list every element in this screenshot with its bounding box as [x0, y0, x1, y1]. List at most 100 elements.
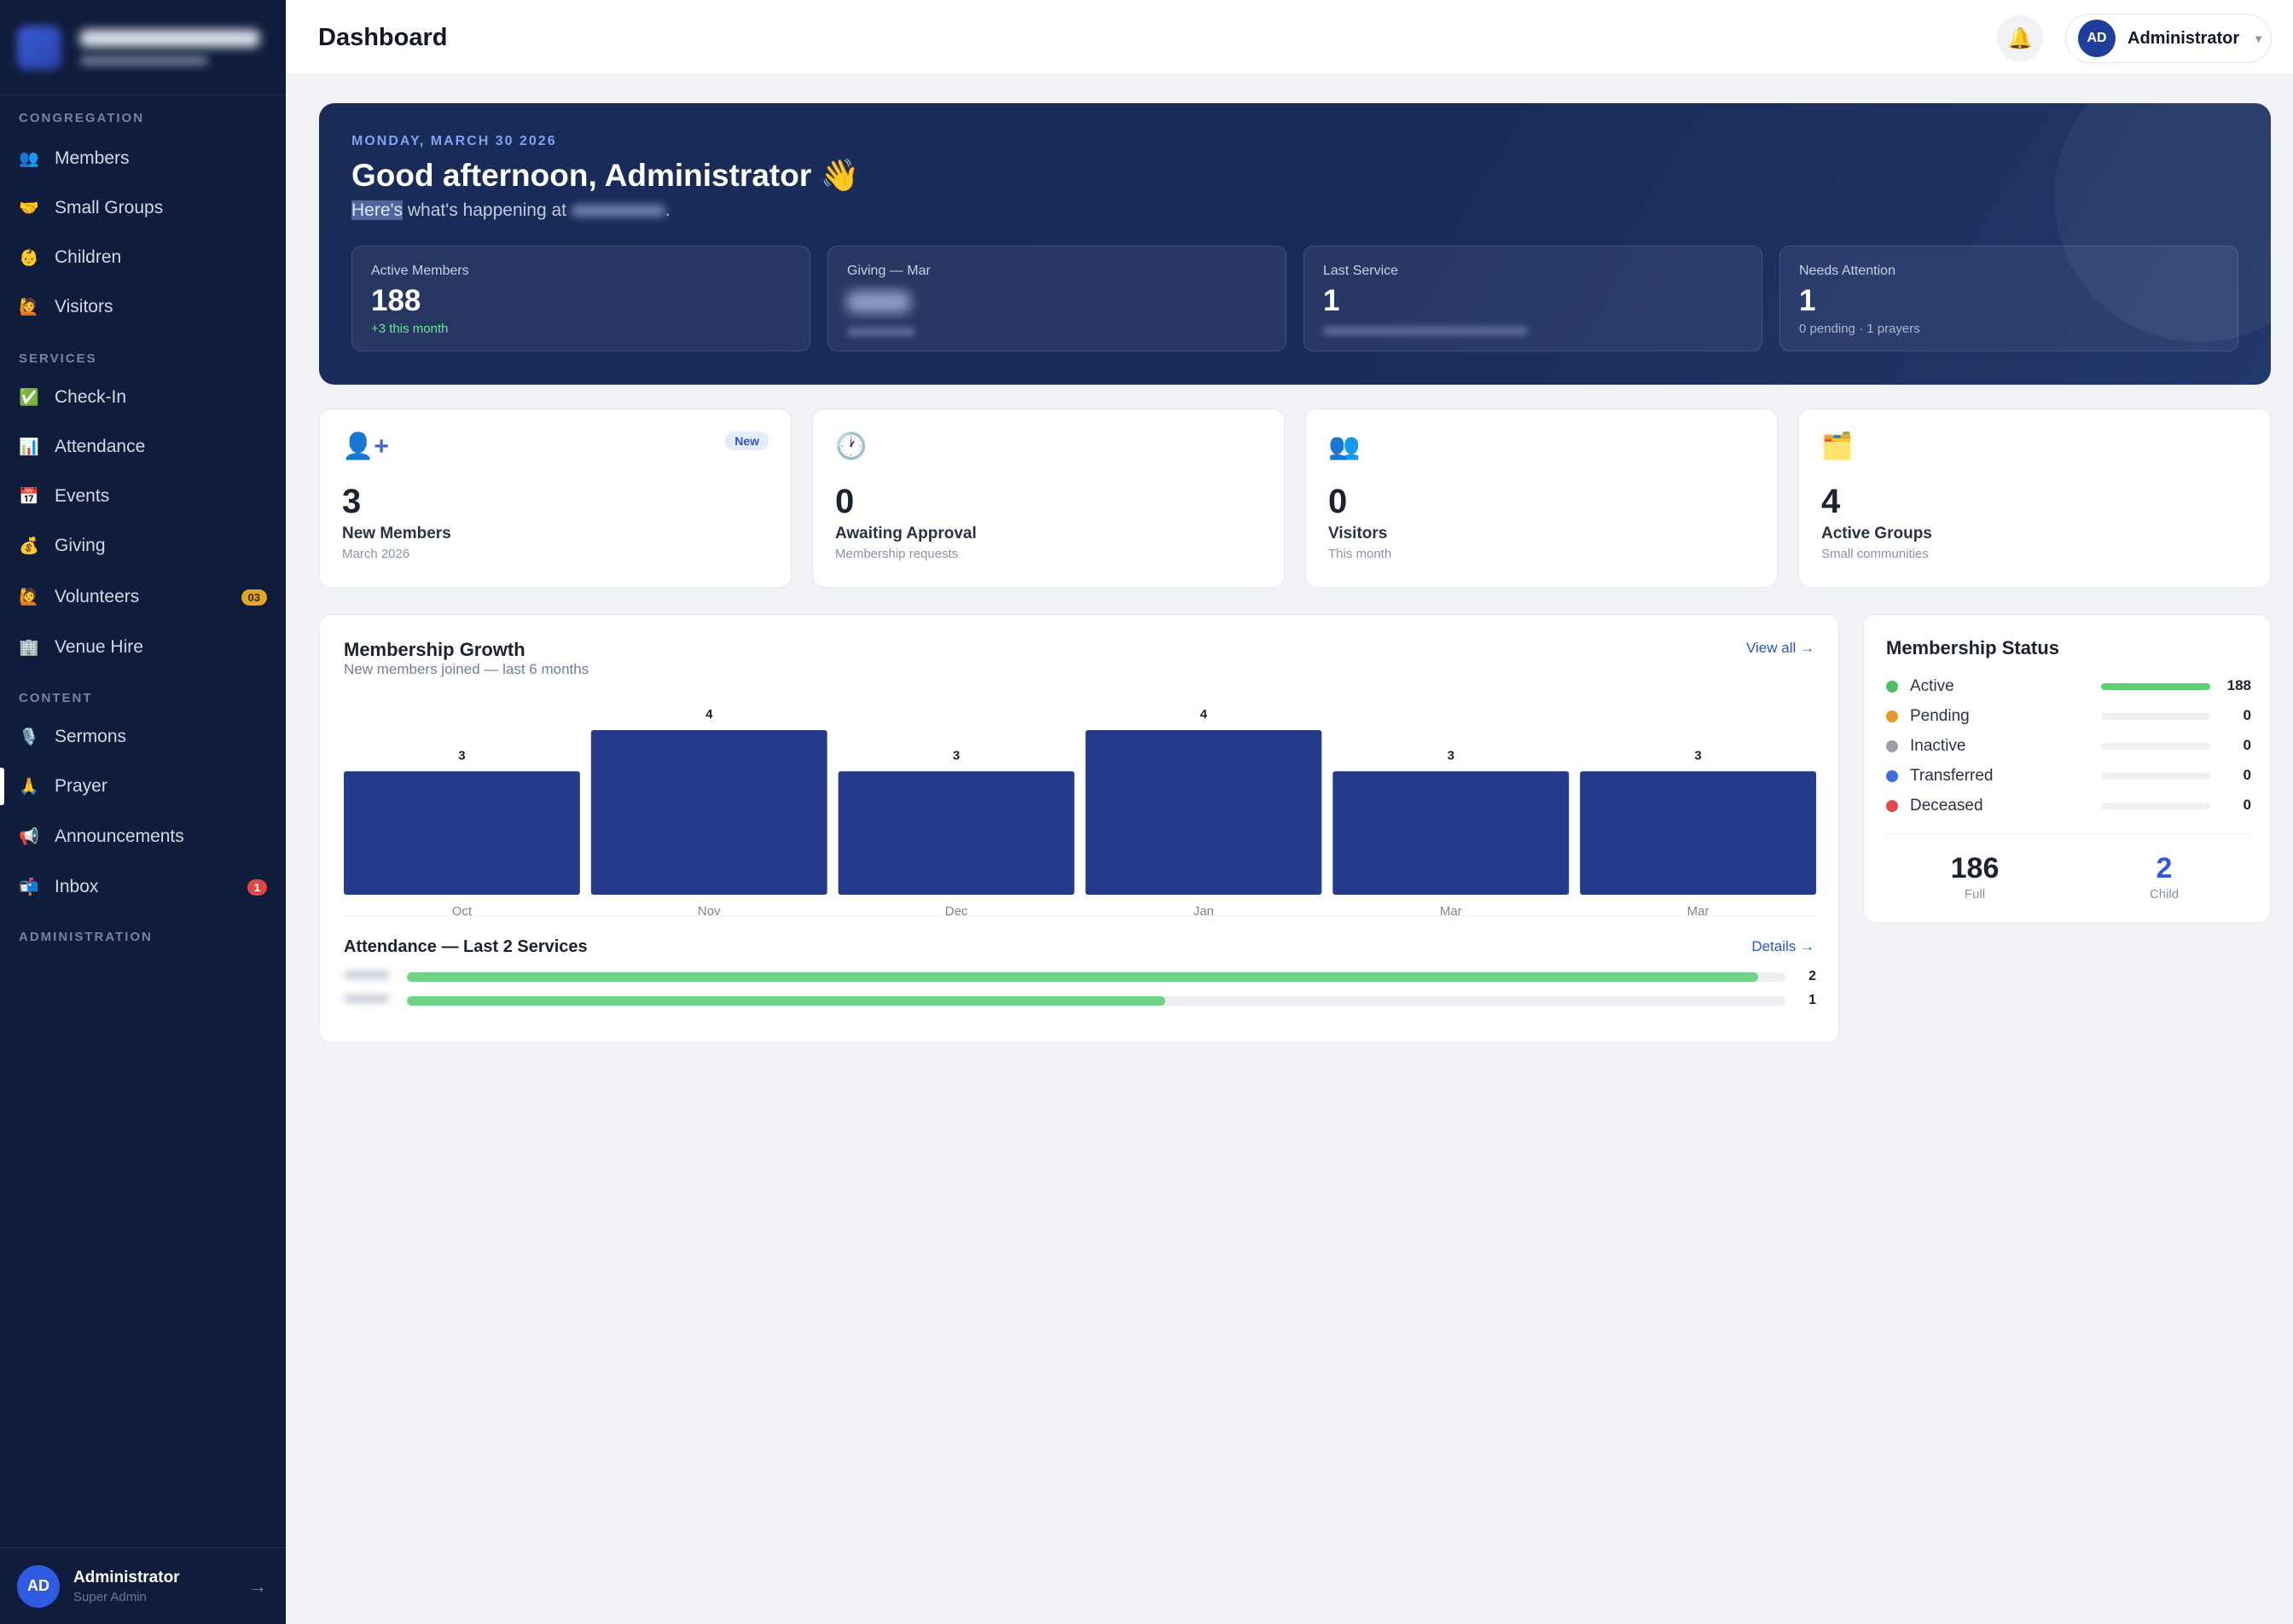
children-icon: 👶 — [19, 249, 39, 267]
sidebar-item-label: Members — [55, 148, 130, 168]
giving-foot-blurred — [847, 328, 915, 336]
status-row-pending: Pending 0 — [1886, 705, 2251, 728]
chart-bar[interactable] — [838, 771, 1075, 895]
membership-growth-chart: 3 Oct 4 Nov 3 Dec 4 Jan 3 Mar 3 Mar — [344, 707, 1816, 919]
membership-status-panel: Membership Status Active 188 Pending 0 Inact… — [1863, 614, 2271, 923]
sidebar: CONGREGATION 👥 Members 🤝 Small Groups 👶 Childr… — [0, 0, 286, 1624]
kpi-active-groups[interactable]: 🗂️ 4 Active Groups Small communities — [1798, 409, 2271, 588]
avatar: AD — [2078, 20, 2116, 57]
chart-bar[interactable] — [590, 730, 827, 895]
sidebar-item-small-groups[interactable]: 🤝 Small Groups — [0, 184, 286, 232]
brand[interactable] — [0, 0, 286, 96]
sidebar-item-announcements[interactable]: 📢 Announcements — [0, 813, 286, 861]
stat-last-service[interactable]: Last Service 1 — [1303, 246, 1762, 351]
topbar: Dashboard 🔔 AD Administrator ▼ — [286, 0, 2293, 75]
divider — [1886, 833, 2251, 834]
sidebar-item-events[interactable]: 📅 Events — [0, 473, 286, 520]
status-dot — [1886, 681, 1898, 693]
attendance-row: 1 — [344, 993, 1816, 1010]
prayer-icon: 🙏 — [19, 778, 39, 796]
sidebar-item-label: Venue Hire — [55, 637, 143, 657]
notifications-button[interactable]: 🔔 — [1997, 15, 2043, 61]
kpi-new-members[interactable]: 👤+ New 3 New Members March 2026 — [319, 409, 792, 588]
attendance-icon: 📊 — [19, 438, 39, 456]
sidebar-item-label: Inbox — [55, 877, 99, 896]
page-title: Dashboard — [318, 24, 448, 51]
details-link[interactable]: Details → — [1751, 938, 1814, 954]
church-logo — [17, 25, 61, 70]
greeting: Good afternoon, Administrator 👋 — [351, 158, 860, 193]
logout-icon[interactable]: → — [248, 1575, 267, 1597]
chart-category-label: Jan — [1193, 904, 1214, 919]
service-date-blurred — [344, 995, 390, 1003]
people-icon: 👥 — [1328, 432, 1361, 461]
sidebar-item-label: Visitors — [55, 297, 113, 316]
attendance-title: Attendance — Last 2 Services — [344, 937, 588, 956]
chart-category-label: Mar — [1440, 904, 1462, 919]
status-label: Transferred — [1910, 767, 1994, 785]
panel-title: Membership Growth — [344, 639, 525, 660]
sidebar-item-giving[interactable]: 💰 Giving — [0, 522, 286, 570]
sidebar-item-label: Attendance — [55, 437, 146, 456]
stat-needs-attention[interactable]: Needs Attention 1 0 pending · 1 prayers — [1779, 246, 2238, 351]
chart-data-label: 3 — [953, 748, 960, 763]
status-dot — [1886, 740, 1898, 752]
status-dot — [1886, 710, 1898, 722]
summary-full: 186 Full — [1950, 852, 2000, 902]
giving-icon: 💰 — [19, 537, 39, 555]
status-label: Deceased — [1910, 797, 1983, 815]
nav-section-administration: ADMINISTRATION — [19, 930, 153, 944]
stat-giving[interactable]: Giving — Mar — [827, 246, 1286, 351]
add-user-icon: 👤+ — [342, 432, 389, 461]
venue-hire-icon: 🏢 — [19, 639, 39, 657]
chart-bar[interactable] — [1580, 771, 1816, 895]
sidebar-item-check-in[interactable]: ✅ Check-In — [0, 374, 286, 421]
status-row-deceased: Deceased 0 — [1886, 794, 2251, 818]
greeting-subtitle: Here's what's happening at . — [351, 200, 670, 220]
chart-category-label: Nov — [698, 904, 721, 919]
bell-icon: 🔔 — [2007, 26, 2033, 50]
user-menu[interactable]: AD Administrator ▼ — [2065, 14, 2272, 63]
sidebar-item-children[interactable]: 👶 Children — [0, 234, 286, 281]
chart-data-label: 3 — [1448, 748, 1454, 763]
sidebar-item-attendance[interactable]: 📊 Attendance — [0, 423, 286, 471]
sermons-icon: 🎙️ — [19, 728, 39, 746]
chevron-down-icon: ▼ — [2253, 32, 2264, 45]
folder-icon: 🗂️ — [1821, 432, 1854, 461]
sidebar-item-sermons[interactable]: 🎙️ Sermons — [0, 713, 286, 761]
kpi-visitors[interactable]: 👥 0 Visitors This month — [1305, 409, 1778, 588]
volunteers-icon: 🙋 — [19, 589, 39, 606]
sidebar-user[interactable]: AD Administrator Super Admin → — [0, 1547, 286, 1624]
chart-bar[interactable] — [344, 771, 580, 895]
chart-bar[interactable] — [1332, 771, 1570, 895]
sidebar-item-volunteers[interactable]: 🙋 Volunteers 03 — [0, 573, 286, 621]
sidebar-item-inbox[interactable]: 📬 Inbox 1 — [0, 863, 286, 911]
status-count: 0 — [2243, 737, 2251, 753]
church-subtitle-blurred — [80, 55, 208, 66]
panel-subtitle: New members joined — last 6 months — [344, 661, 589, 677]
selected-text: Here's — [351, 200, 403, 220]
sidebar-item-label: Sermons — [55, 727, 127, 746]
stat-active-members[interactable]: Active Members 188 +3 this month — [351, 246, 810, 351]
status-label: Inactive — [1910, 737, 1966, 755]
status-row-transferred: Transferred 0 — [1886, 764, 2251, 788]
chart-bar[interactable] — [1085, 730, 1322, 895]
membership-growth-panel: Membership Growth New members joined — l… — [319, 614, 1839, 1043]
attendance-bar — [407, 972, 1758, 982]
status-dot — [1886, 770, 1898, 782]
status-count: 0 — [2243, 707, 2251, 723]
last-service-foot-blurred — [1323, 327, 1528, 335]
current-date: MONDAY, MARCH 30 2026 — [351, 134, 557, 148]
sidebar-item-prayer[interactable]: 🙏 Prayer — [0, 763, 286, 810]
view-all-link[interactable]: View all → — [1746, 640, 1814, 656]
chart-category-label: Oct — [452, 904, 473, 919]
chart-data-label: 4 — [705, 707, 713, 722]
sidebar-item-label: Prayer — [55, 776, 107, 796]
attendance-row: 2 — [344, 969, 1816, 986]
kpi-awaiting-approval[interactable]: 🕐 0 Awaiting Approval Membership request… — [812, 409, 1285, 588]
sidebar-item-members[interactable]: 👥 Members — [0, 135, 286, 183]
sidebar-item-label: Small Groups — [55, 198, 164, 218]
sidebar-item-visitors[interactable]: 🙋 Visitors — [0, 283, 286, 331]
sidebar-item-venue-hire[interactable]: 🏢 Venue Hire — [0, 624, 286, 671]
divider — [344, 915, 1816, 916]
